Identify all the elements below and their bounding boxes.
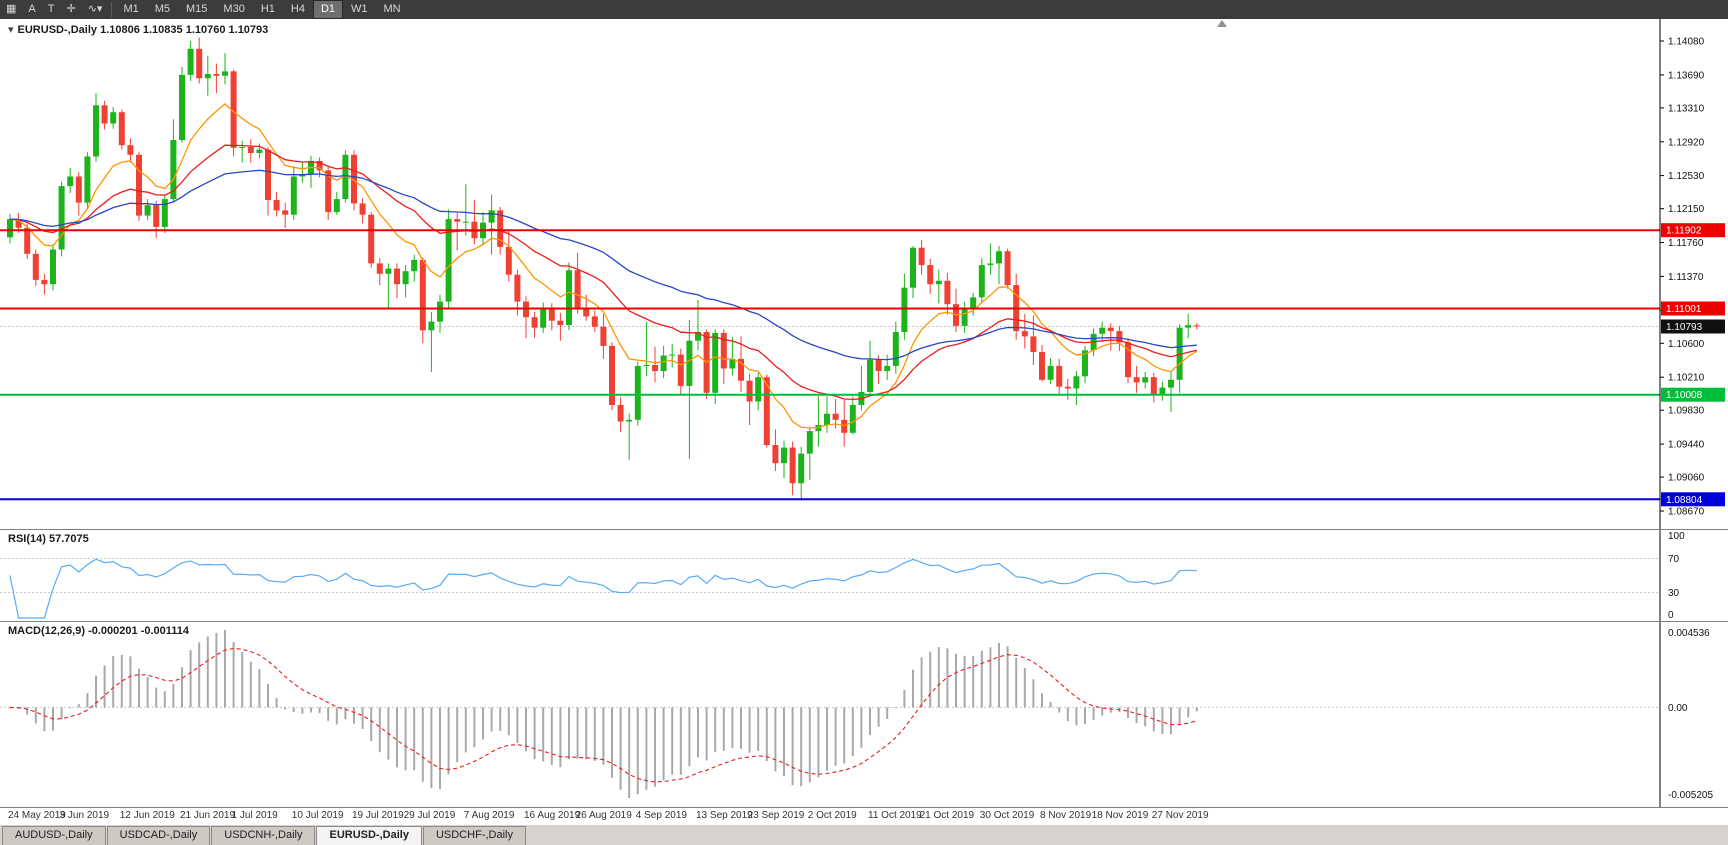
ohlc-values: 1.10806 1.10835 1.10760 1.10793 (100, 24, 269, 36)
macd-chart[interactable]: 0.004536 0.00 -0.005205 (0, 622, 1728, 807)
date-label: 8 Nov 2019 (1040, 810, 1092, 821)
date-label: 23 Sep 2019 (747, 810, 805, 821)
chart-ohlc-label: ▾ EURUSD-,Daily 1.10806 1.10835 1.10760 1… (8, 23, 268, 36)
date-label: 30 Oct 2019 (979, 810, 1035, 821)
chart-window-icon[interactable]: ▦ (0, 0, 22, 19)
shapes-dropdown-button[interactable]: ∿▾ (82, 0, 109, 19)
timeframe-m1-button[interactable]: M1 (115, 0, 146, 19)
timeframe-d1-button[interactable]: D1 (312, 0, 344, 19)
date-label: 24 May 2019 (8, 810, 66, 821)
date-label: 19 Jul 2019 (352, 810, 404, 821)
svg-text:1.11370: 1.11370 (1668, 272, 1704, 283)
tab-audusd[interactable]: AUDUSD-,Daily (2, 826, 106, 845)
timeframe-m30-button[interactable]: M30 (215, 0, 252, 19)
svg-text:1.12530: 1.12530 (1668, 171, 1705, 182)
rsi-panel[interactable]: 100 70 30 0 RSI(14) 57.7075 (0, 529, 1728, 621)
rsi-value: 57.7075 (48, 533, 89, 545)
date-label: 16 Aug 2019 (524, 810, 581, 821)
date-label: 26 Aug 2019 (575, 810, 632, 821)
date-label: 21 Oct 2019 (919, 810, 975, 821)
text-tool-button[interactable]: T (42, 0, 61, 19)
macd-label: MACD(12,26,9) -0.000201 -0.001114 (8, 625, 189, 637)
date-label: 4 Sep 2019 (635, 810, 687, 821)
time-axis[interactable]: 24 May 2019 3 Jun 2019 12 Jun 2019 21 Jun 2… (0, 807, 1728, 824)
rsi-label: RSI(14) 57.7075 (8, 533, 89, 545)
svg-text:1.09060: 1.09060 (1668, 473, 1705, 484)
svg-text:0: 0 (1668, 610, 1674, 621)
svg-text:1.10793: 1.10793 (1666, 322, 1703, 333)
date-label: 11 Oct 2019 (868, 810, 922, 821)
date-label: 27 Nov 2019 (1151, 810, 1209, 821)
macd-main-value: -0.000201 (88, 625, 138, 637)
tab-usdcad[interactable]: USDCAD-,Daily (106, 826, 211, 845)
one-click-trading-arrow[interactable]: ▾ (8, 24, 14, 36)
candlestick-chart[interactable]: 1.14080 1.13690 1.13310 1.12920 1.12530 1.121… (0, 19, 1728, 529)
date-label: 12 Jun 2019 (119, 810, 175, 821)
symbol-tabs-bar: AUDUSD-,Daily USDCAD-,Daily USDCNH-,Dail… (0, 824, 1728, 845)
svg-text:1.11001: 1.11001 (1666, 304, 1702, 315)
svg-text:1.08670: 1.08670 (1668, 507, 1705, 518)
svg-text:30: 30 (1668, 588, 1680, 599)
svg-text:1.12920: 1.12920 (1668, 137, 1705, 148)
svg-text:1.11760: 1.11760 (1668, 238, 1704, 249)
date-label: 3 Jun 2019 (59, 810, 110, 821)
svg-text:100: 100 (1668, 531, 1685, 542)
svg-text:1.13690: 1.13690 (1668, 70, 1705, 81)
svg-text:0.004536: 0.004536 (1668, 628, 1710, 639)
svg-text:1.10210: 1.10210 (1668, 373, 1705, 384)
svg-text:1.10008: 1.10008 (1666, 390, 1703, 401)
svg-text:1.14080: 1.14080 (1668, 37, 1705, 48)
date-label: 29 Jul 2019 (403, 810, 456, 821)
tab-usdchf[interactable]: USDCHF-,Daily (422, 826, 526, 845)
crosshair-tool-button[interactable]: ✛ (60, 0, 81, 19)
macd-signal-value: -0.001114 (140, 625, 190, 637)
svg-text:1.10600: 1.10600 (1668, 339, 1705, 350)
svg-text:0.00: 0.00 (1668, 703, 1688, 714)
rsi-name: RSI(14) (8, 533, 46, 545)
macd-name: MACD(12,26,9) (8, 625, 86, 637)
svg-text:1.13310: 1.13310 (1668, 103, 1705, 114)
date-label: 18 Nov 2019 (1091, 810, 1149, 821)
timeframe-w1-button[interactable]: W1 (343, 0, 376, 19)
toolbar: ▦ A T ✛ ∿▾ M1 M5 M15 M30 H1 H4 D1 W1 MN (0, 0, 1728, 19)
main-chart-panel[interactable]: 1.14080 1.13690 1.13310 1.12920 1.12530 1.121… (0, 19, 1728, 529)
macd-panel[interactable]: 0.004536 0.00 -0.005205 MACD(12,26,9) -0.0… (0, 621, 1728, 807)
svg-text:1.11902: 1.11902 (1666, 226, 1702, 237)
svg-text:1.12150: 1.12150 (1668, 204, 1705, 215)
timeframe-m5-button[interactable]: M5 (147, 0, 178, 19)
tab-eurusd[interactable]: EURUSD-,Daily (316, 826, 422, 845)
date-label: 13 Sep 2019 (696, 810, 753, 821)
timeframe-h1-button[interactable]: H1 (253, 0, 283, 19)
svg-text:1.09440: 1.09440 (1668, 440, 1705, 451)
rsi-chart[interactable]: 100 70 30 0 (0, 530, 1728, 621)
timeframe-m15-button[interactable]: M15 (178, 0, 215, 19)
svg-text:1.09830: 1.09830 (1668, 406, 1705, 417)
date-label: 1 Jul 2019 (231, 810, 278, 821)
svg-text:-0.005205: -0.005205 (1668, 790, 1713, 801)
toolbar-separator (111, 2, 113, 17)
tab-usdcnh[interactable]: USDCNH-,Daily (211, 826, 316, 845)
svg-text:70: 70 (1668, 554, 1680, 565)
date-label: 21 Jun 2019 (180, 810, 236, 821)
svg-text:1.08804: 1.08804 (1666, 495, 1703, 506)
timeframe-h4-button[interactable]: H4 (283, 0, 313, 19)
date-label: 10 Jul 2019 (291, 810, 344, 821)
symbol-label: EURUSD-,Daily (17, 24, 97, 36)
date-label: 2 Oct 2019 (807, 810, 857, 821)
arrow-tool-button[interactable]: A (22, 0, 41, 19)
date-label: 7 Aug 2019 (463, 810, 515, 821)
timeframe-mn-button[interactable]: MN (376, 0, 409, 19)
